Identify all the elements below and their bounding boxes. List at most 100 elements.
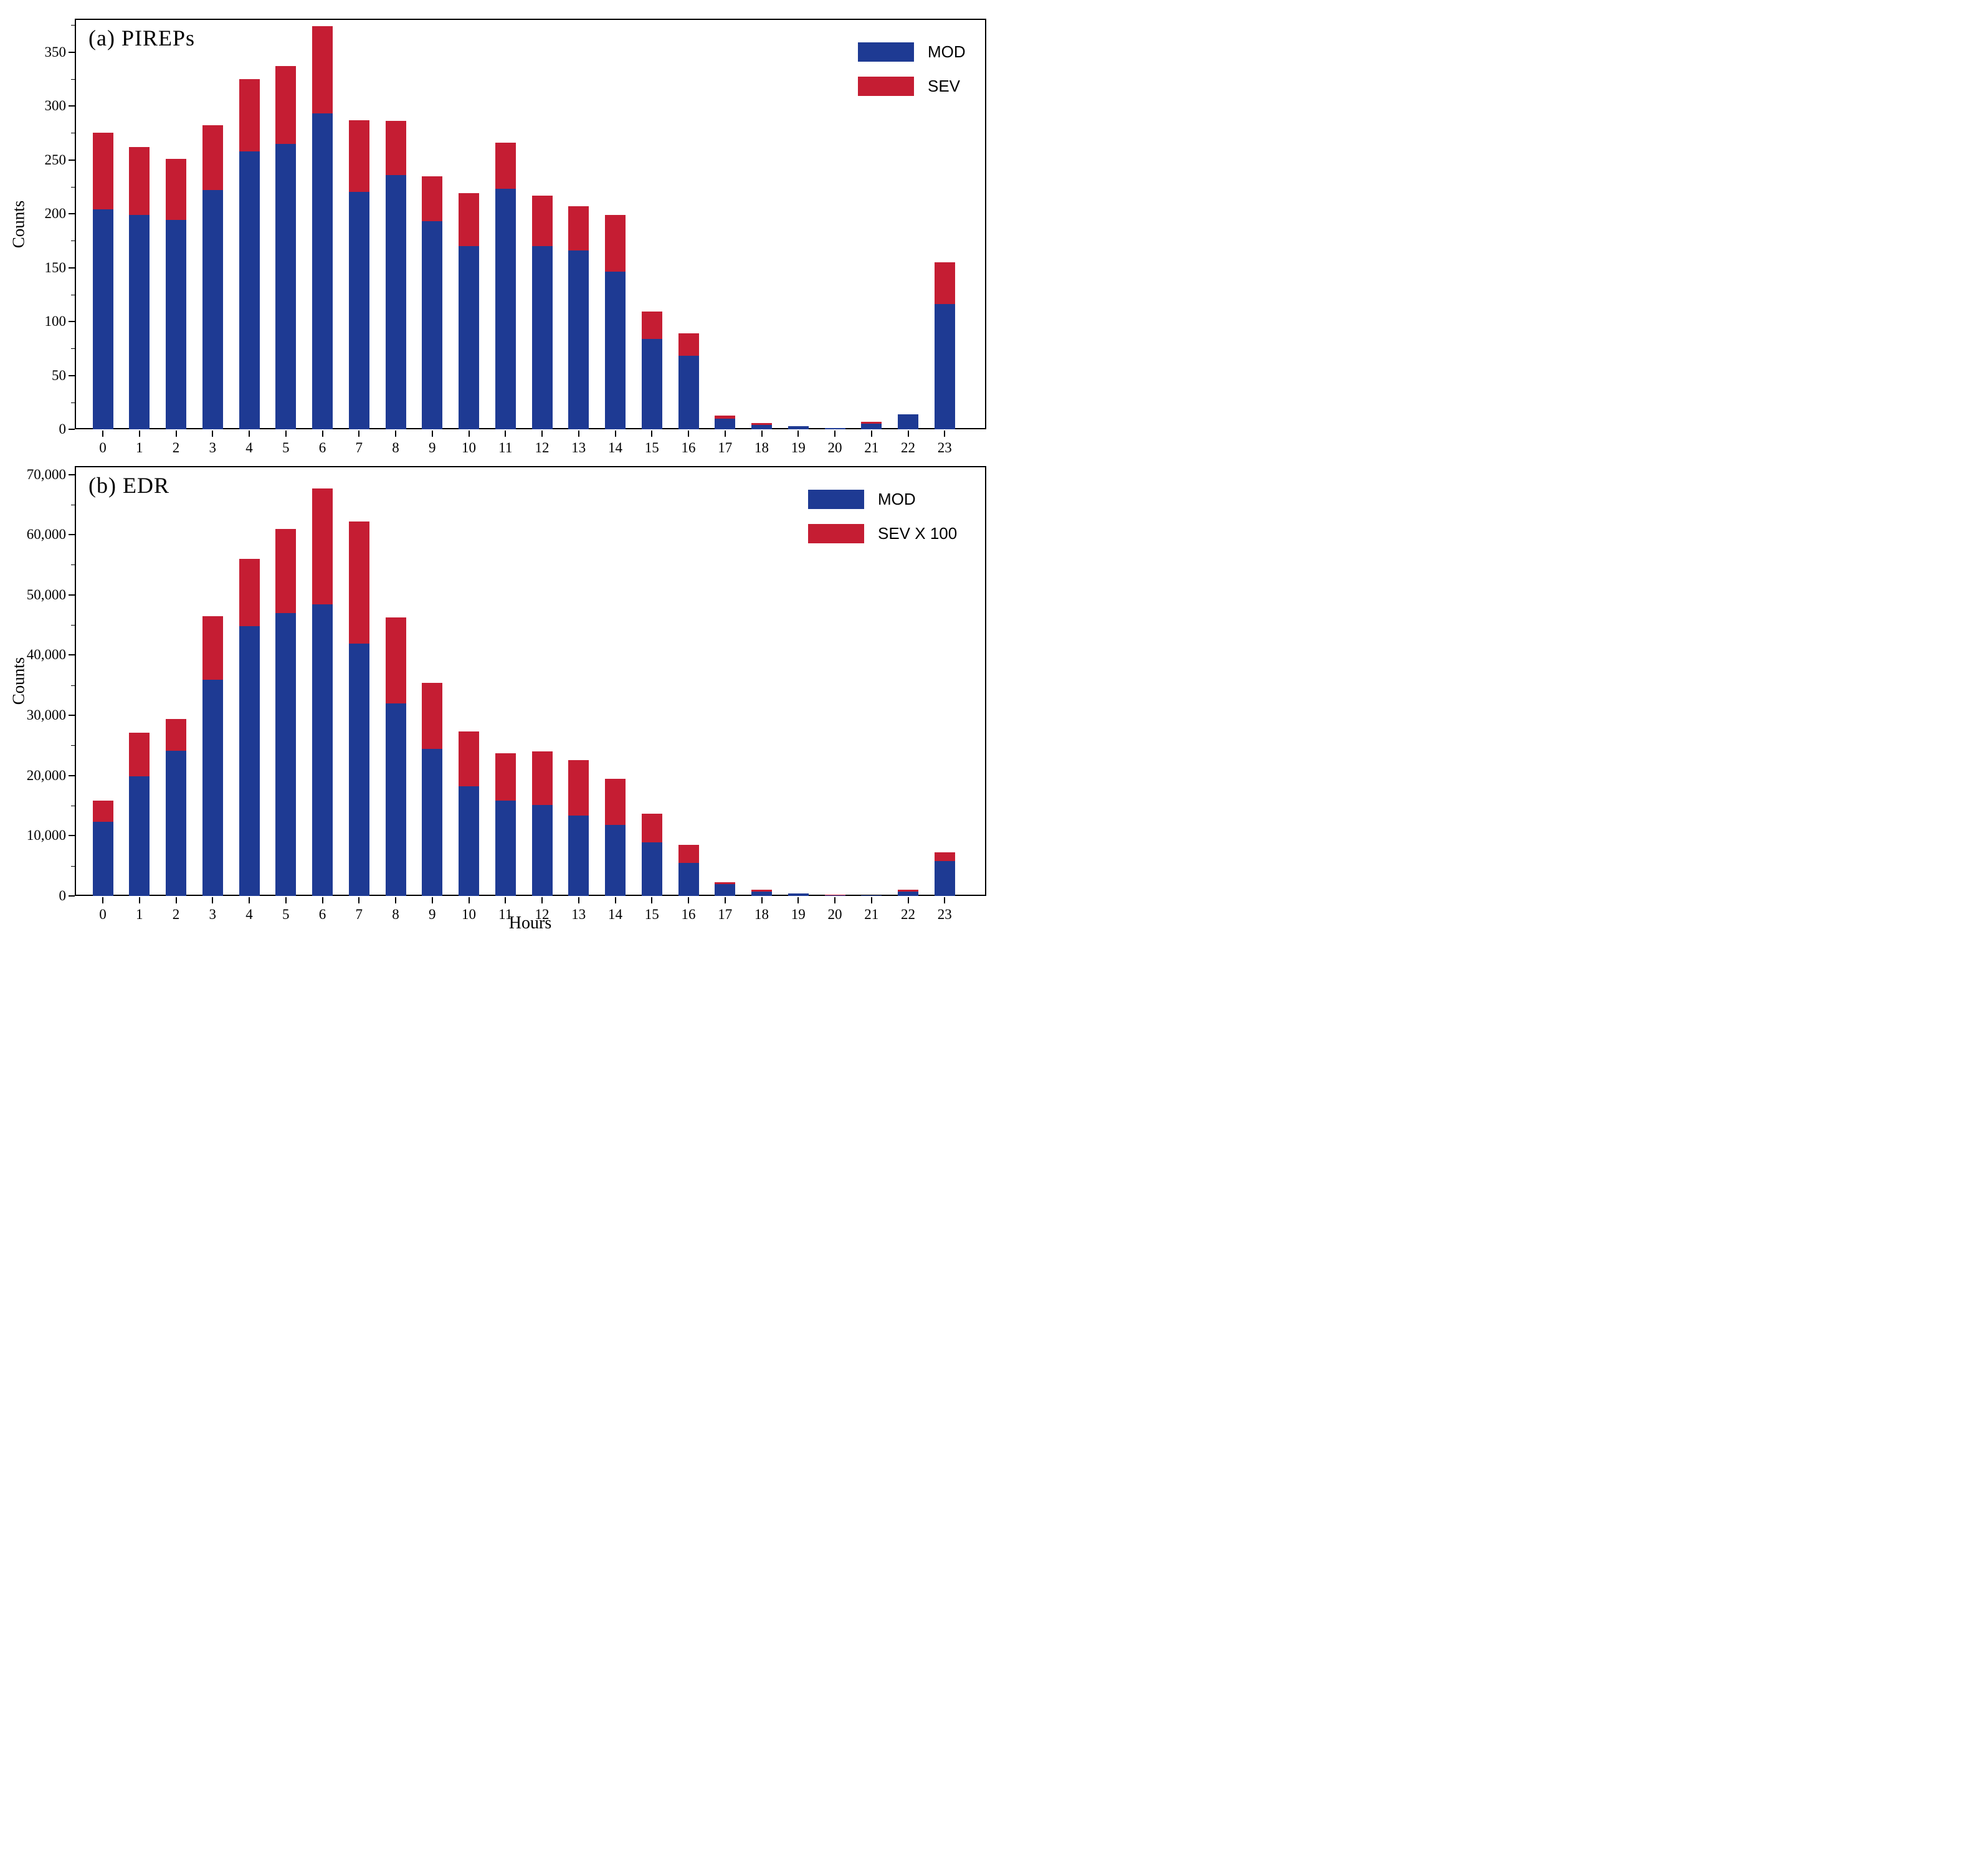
bar-a-hour-9-sev: [422, 176, 443, 222]
x-tick-label-a-14: 14: [608, 440, 622, 455]
x-tick-b-11: [505, 897, 507, 903]
x-tick-b-0: [102, 897, 103, 903]
legend-edr: MOD SEV X 100: [808, 490, 957, 558]
y-minor-tick-b: [71, 745, 75, 746]
x-tick-label-b-20: 20: [827, 907, 842, 922]
bar-a-hour-0-mod: [92, 209, 113, 429]
x-tick-label-b-14: 14: [608, 907, 622, 922]
bar-a-hour-21-sev: [861, 421, 882, 424]
x-tick-b-15: [651, 897, 653, 903]
bar-a-hour-1-mod: [129, 214, 150, 429]
bar-b-hour-11-sev: [495, 753, 516, 801]
x-tick-b-4: [249, 897, 250, 903]
bar-a-hour-18-mod: [751, 425, 772, 429]
y-tick-a-200: [69, 213, 75, 215]
y-tick-a-100: [69, 321, 75, 323]
y-tick-label-b-10000: 10,000: [26, 827, 66, 844]
y-tick-a-250: [69, 159, 75, 161]
bar-b-hour-9-sev: [422, 682, 443, 750]
y-tick-label-a-350: 350: [44, 44, 67, 60]
x-tick-label-a-0: 0: [99, 440, 107, 455]
bar-a-hour-15-sev: [641, 312, 662, 339]
x-tick-b-7: [358, 897, 360, 903]
y-tick-label-b-60000: 60,000: [26, 526, 66, 543]
x-tick-a-16: [688, 431, 689, 437]
x-tick-label-b-21: 21: [864, 907, 879, 922]
bar-a-hour-10-sev: [459, 193, 479, 246]
y-tick-b-40000: [69, 654, 75, 656]
x-tick-b-17: [724, 897, 726, 903]
y-tick-a-350: [69, 51, 75, 53]
bar-b-hour-23-mod: [934, 860, 955, 896]
bar-a-hour-13-sev: [568, 206, 589, 250]
bar-a-hour-5-mod: [275, 143, 297, 429]
bar-b-hour-1-sev: [129, 733, 150, 776]
bar-b-hour-0-sev: [92, 801, 113, 822]
x-tick-label-a-3: 3: [209, 440, 217, 455]
y-tick-b-70000: [69, 474, 75, 475]
x-tick-a-12: [541, 431, 543, 437]
x-tick-label-a-4: 4: [245, 440, 253, 455]
x-tick-b-23: [944, 897, 946, 903]
bar-b-hour-1-mod: [129, 776, 150, 896]
x-tick-label-a-11: 11: [498, 440, 513, 455]
x-tick-label-a-18: 18: [754, 440, 769, 455]
bar-b-hour-13-sev: [568, 759, 589, 816]
bar-a-hour-18-sev: [751, 422, 772, 426]
bar-a-hour-0-sev: [92, 133, 113, 210]
bar-a-hour-10-mod: [459, 245, 479, 429]
panel-title-pireps: (a) PIREPs: [88, 26, 195, 50]
x-tick-label-a-21: 21: [864, 440, 879, 455]
x-tick-b-3: [212, 897, 214, 903]
figure-turbulence-diurnal-counts: (a) PIREPs Counts MOD SEV (b) EDR Counts…: [0, 0, 990, 938]
x-tick-a-7: [358, 431, 360, 437]
bar-b-hour-4-mod: [239, 626, 260, 896]
plot-area-pireps: [75, 19, 986, 429]
x-tick-b-18: [761, 897, 763, 903]
bar-b-hour-7-mod: [348, 644, 369, 896]
x-tick-b-10: [468, 897, 470, 903]
x-tick-b-12: [541, 897, 543, 903]
bar-a-hour-22-mod: [898, 414, 918, 429]
x-tick-label-a-9: 9: [429, 440, 436, 455]
bar-a-hour-23-sev: [934, 262, 955, 305]
bar-a-hour-9-mod: [422, 221, 443, 429]
bar-a-hour-2-mod: [166, 220, 186, 429]
y-tick-b-0: [69, 895, 75, 897]
y-tick-label-a-300: 300: [44, 98, 67, 114]
bar-b-hour-14-mod: [605, 824, 626, 896]
x-tick-a-19: [797, 431, 799, 437]
bar-a-hour-6-sev: [312, 26, 333, 114]
x-tick-label-a-12: 12: [535, 440, 550, 455]
bar-a-hour-13-mod: [568, 250, 589, 429]
bar-b-hour-10-sev: [459, 731, 479, 787]
x-tick-label-b-3: 3: [209, 907, 217, 922]
legend-label-sev-x100: SEV X 100: [878, 524, 958, 543]
bar-b-hour-14-sev: [605, 778, 626, 825]
x-tick-label-b-8: 8: [392, 907, 399, 922]
y-minor-tick-b: [71, 865, 75, 867]
x-tick-b-2: [175, 897, 177, 903]
x-tick-label-b-9: 9: [429, 907, 436, 922]
y-tick-a-150: [69, 267, 75, 269]
x-tick-label-a-8: 8: [392, 440, 399, 455]
bar-b-hour-17-sev: [715, 882, 736, 884]
bar-b-hour-8-sev: [385, 617, 406, 703]
bar-b-hour-10-mod: [459, 786, 479, 896]
y-tick-label-b-0: 0: [59, 888, 67, 903]
x-tick-b-14: [614, 897, 616, 903]
x-tick-a-17: [724, 431, 726, 437]
x-tick-label-b-19: 19: [791, 907, 806, 922]
x-tick-label-a-2: 2: [172, 440, 180, 455]
bar-b-hour-19-mod: [788, 893, 809, 896]
bar-b-hour-18-mod: [751, 892, 772, 896]
bar-a-hour-17-mod: [715, 418, 736, 429]
bar-a-hour-19-mod: [788, 426, 809, 429]
bar-a-hour-20-mod: [824, 428, 845, 429]
x-tick-label-b-17: 17: [718, 907, 733, 922]
bar-b-hour-3-mod: [202, 680, 223, 896]
y-tick-a-300: [69, 105, 75, 107]
x-tick-label-b-7: 7: [355, 907, 363, 922]
x-tick-label-b-0: 0: [99, 907, 107, 922]
bar-a-hour-5-sev: [275, 66, 297, 144]
